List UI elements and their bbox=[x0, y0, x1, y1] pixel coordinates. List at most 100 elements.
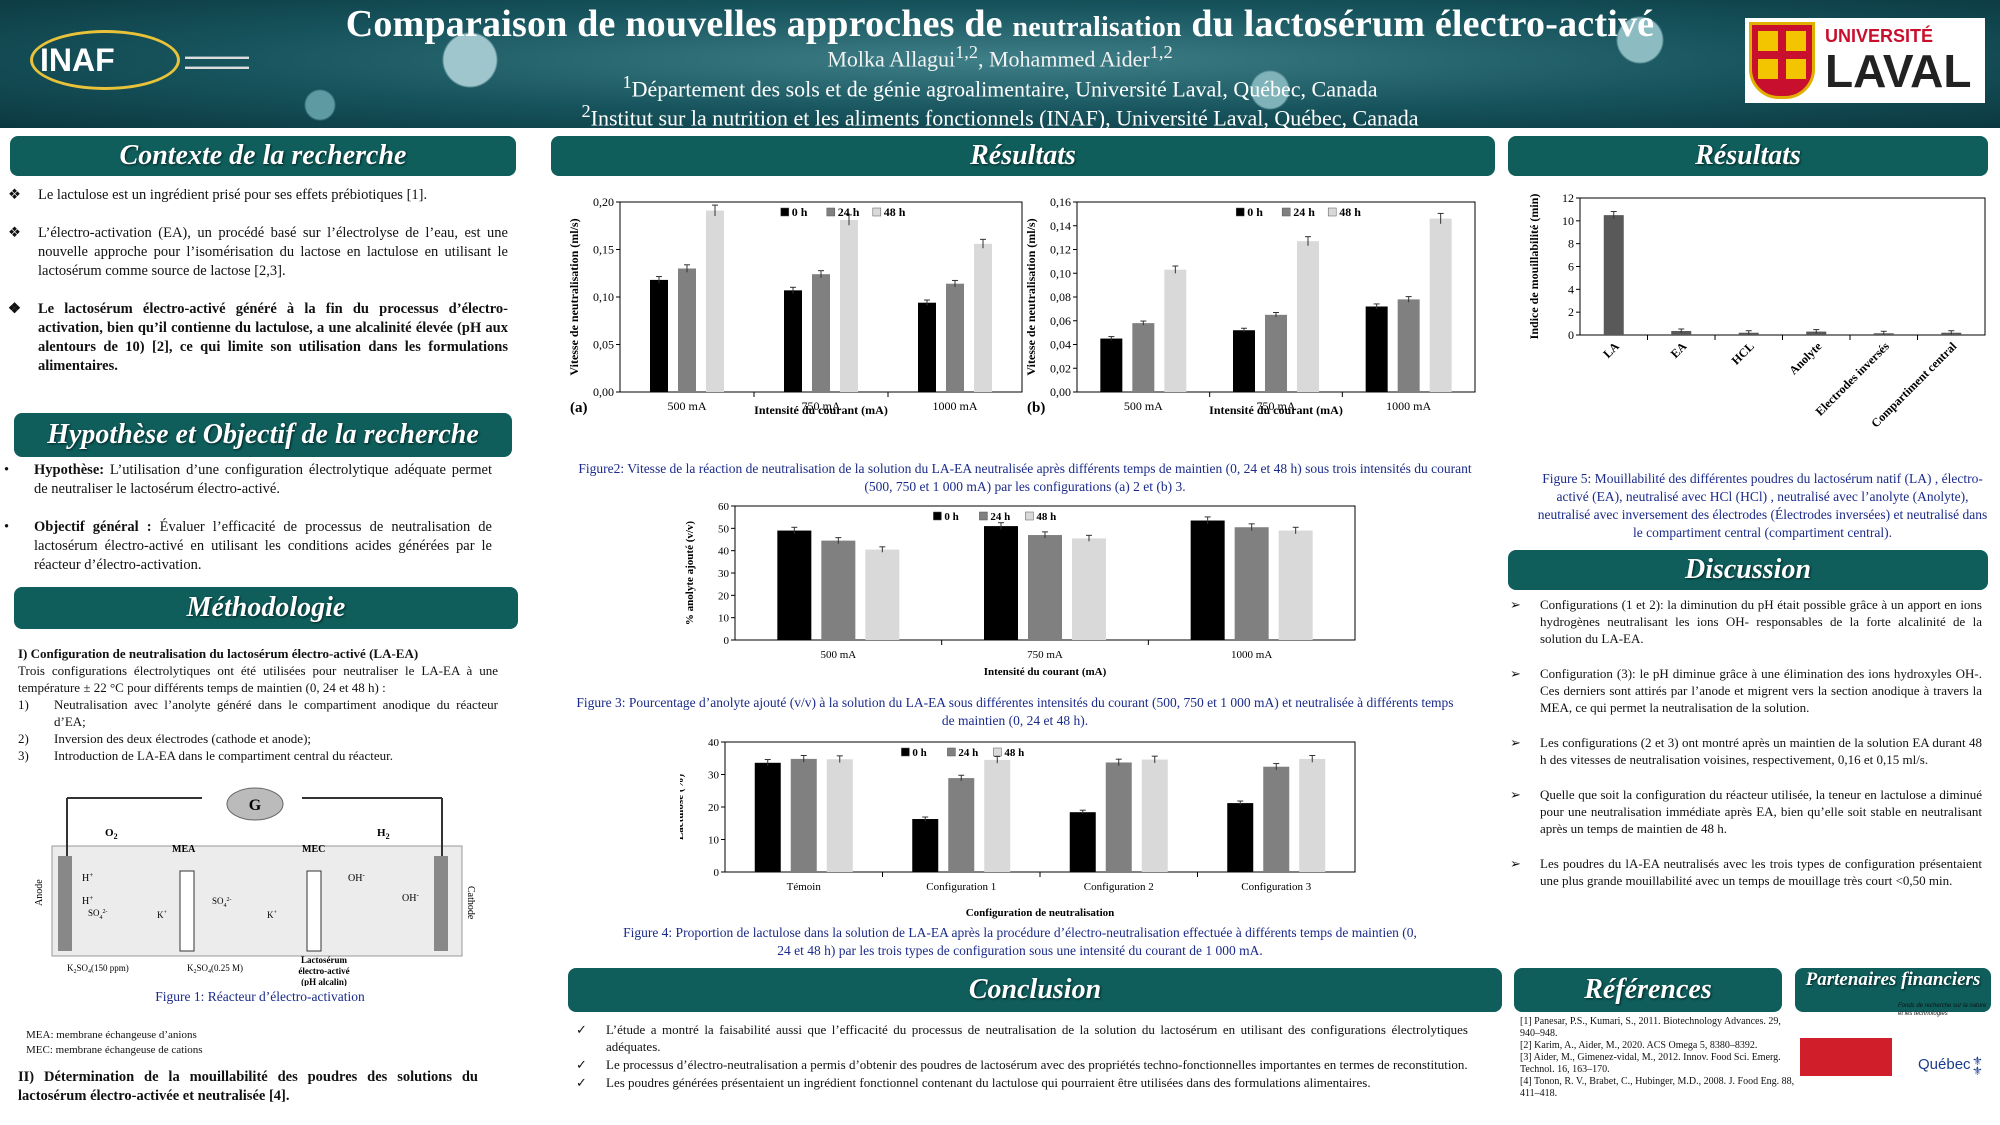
arrow-bullet-icon: ➢ bbox=[1510, 666, 1521, 681]
legend-swatch bbox=[993, 747, 1002, 757]
y-tick-label: 12 bbox=[1562, 191, 1574, 205]
x-tick-label: Anolyte bbox=[1786, 339, 1825, 378]
contexte-heading: Contexte de la recherche bbox=[10, 136, 516, 176]
figure3-chart: 0 10 20 30 40 50 60 % anolyte ajouté (v/v) 500 m… bbox=[684, 501, 1356, 678]
lactoserum-label-2: électro-activé bbox=[298, 966, 349, 976]
anode-electrode bbox=[58, 856, 72, 951]
methodologie-intro: Trois configurations électrolytiques ont… bbox=[18, 663, 498, 695]
hplus-label: H+ bbox=[82, 871, 93, 884]
resultats-heading-2: Résultats bbox=[1508, 136, 1988, 176]
discussion-item: ➢ Configuration (3): le pH diminue grâce … bbox=[1510, 666, 1982, 715]
methodologie-subtitle-1: I) Configuration de neutralisation du la… bbox=[18, 646, 419, 661]
discussion-list: ➢ Configurations (1 et 2): la diminution … bbox=[1510, 596, 1982, 889]
legend-label: 0 h bbox=[912, 747, 926, 759]
quebec-logo-text: Québec bbox=[1918, 1056, 1971, 1073]
check-icon: ✓ bbox=[576, 1057, 587, 1072]
fleur-de-lys-icon: ⚜ ⚜ bbox=[1972, 1054, 1983, 1078]
y-axis-label: Vitesse de neutralisation (ml/s) bbox=[567, 218, 581, 375]
bar bbox=[1227, 803, 1254, 872]
conclusion-item: ✓ Les poudres générées présentaient un in… bbox=[576, 1075, 1371, 1090]
inaf-logo-ring bbox=[30, 30, 180, 90]
x-tick-label: Témoin bbox=[787, 881, 822, 893]
legend-swatch bbox=[979, 511, 988, 521]
y-tick-label: 20 bbox=[708, 802, 720, 814]
legend-label: 0 h bbox=[792, 205, 808, 219]
inaf-logo: INAF ▬▬▬▬▬▬▬▬ ▬▬▬▬▬▬▬▬ bbox=[30, 30, 300, 94]
bar bbox=[706, 210, 724, 392]
x-tick-label: 750 mA bbox=[1027, 649, 1063, 661]
discussion-item: ➢ Les poudres du lA-EA neutralisés avec … bbox=[1510, 856, 1982, 888]
discussion-item: ➢ Les configurations (2 et 3) ont montré … bbox=[1510, 735, 1982, 767]
methodologie-item: 3) Introduction de LA-EA dans le comparti… bbox=[18, 748, 393, 763]
figure2-caption: Figure2: Vitesse de la réaction de neutr… bbox=[578, 461, 1472, 494]
legend-swatch bbox=[1327, 207, 1337, 217]
y-tick-label: 10 bbox=[708, 835, 720, 847]
resultats-heading: Résultats bbox=[551, 136, 1495, 176]
figure5-caption: Figure 5: Mouillabilité des différentes … bbox=[1537, 471, 1988, 540]
logo-laval-text: LAVAL bbox=[1825, 45, 1972, 97]
figure4-chart: 0 10 20 30 40 Lactulose (%) Témoin Configuratio… bbox=[680, 737, 1356, 919]
bar bbox=[948, 778, 975, 872]
bar bbox=[1028, 535, 1062, 640]
check-icon: ✓ bbox=[576, 1075, 587, 1090]
y-tick-label: 30 bbox=[718, 568, 730, 580]
arrow-bullet-icon: ➢ bbox=[1510, 787, 1521, 802]
figure3-caption: Figure 3: Pourcentage d’anolyte ajouté (… bbox=[576, 695, 1454, 728]
legend-label: 0 h bbox=[944, 511, 958, 523]
mec-membrane bbox=[306, 870, 322, 952]
x-tick-label: Configuration 2 bbox=[1084, 881, 1154, 893]
reference-item: [1] Panesar, P.S., Kumari, S., 2011. Bio… bbox=[1520, 1016, 1781, 1039]
reactor-diagram: G Anode Cathode MEA MEC O2 H2 H+ H+ SO42… bbox=[34, 787, 476, 986]
bar bbox=[777, 530, 812, 640]
legend-label: 24 h bbox=[838, 205, 860, 219]
hypothese-list: • Hypothèse: L’utilisation d’une configur… bbox=[4, 461, 492, 594]
bar bbox=[1299, 758, 1326, 872]
y-tick-label: 0 bbox=[714, 867, 720, 879]
laval-shield-icon bbox=[1749, 22, 1815, 99]
bar bbox=[1263, 766, 1290, 872]
legend-label: 48 h bbox=[1036, 511, 1056, 523]
y-axis-label: Indice de mouillabilité (min) bbox=[1530, 194, 1541, 340]
x-tick-label: 750 mA bbox=[802, 399, 841, 413]
legend-swatch bbox=[901, 747, 910, 757]
y-tick-label: 8 bbox=[1568, 237, 1574, 251]
title-part-a: Comparaison de nouvelles approches de bbox=[345, 3, 1013, 45]
hypothese-heading: Hypothèse et Objectif de la recherche bbox=[14, 413, 512, 457]
discussion-item: ➢ Configurations (1 et 2): la diminution … bbox=[1510, 597, 1982, 646]
x-tick-label: 500 mA bbox=[668, 399, 707, 413]
contexte-item: ❖ Le lactulose est un ingrédient prisé po… bbox=[8, 187, 428, 203]
bar bbox=[650, 279, 668, 392]
bullet-icon: • bbox=[4, 462, 10, 478]
inaf-logo-subtext: ▬▬▬▬▬▬▬▬ ▬▬▬▬▬▬▬▬ bbox=[185, 52, 249, 71]
x-tick-label: Electrodes inversés bbox=[1813, 339, 1892, 418]
y-tick-label: 0,16 bbox=[1050, 195, 1071, 209]
bar bbox=[1105, 762, 1132, 872]
y-tick-label: 0,04 bbox=[1050, 338, 1071, 352]
figure2b-chart: 0,00 0,02 0,04 0,06 0,08 0,10 0,12 0,14 0,16 Vite… bbox=[1024, 195, 1476, 417]
lactoserum-label-3: (pH alcalin) bbox=[301, 977, 347, 986]
bar bbox=[1429, 218, 1452, 392]
diamond-bullet-icon: ❖ bbox=[8, 301, 21, 317]
bar bbox=[1397, 299, 1420, 392]
legend-swatch bbox=[1281, 207, 1291, 217]
kplus-label: K+ bbox=[267, 910, 278, 920]
y-tick-label: 40 bbox=[708, 737, 720, 749]
y-tick-label: 0 bbox=[1568, 328, 1574, 342]
bullet-icon: • bbox=[4, 519, 10, 535]
cathode-label: Cathode bbox=[465, 886, 476, 920]
x-tick-label: Configuration 1 bbox=[926, 881, 996, 893]
x-tick-label: 500 mA bbox=[1124, 399, 1163, 413]
x-axis-label: Intensité du courant (mA) bbox=[984, 666, 1107, 678]
bar bbox=[812, 274, 830, 392]
bar bbox=[1297, 241, 1319, 392]
y-tick-label: 0,15 bbox=[593, 243, 614, 257]
references-heading: Références bbox=[1514, 968, 1782, 1012]
generator-icon bbox=[226, 787, 284, 821]
y-tick-label: 6 bbox=[1568, 260, 1574, 274]
oh-label: OH- bbox=[348, 871, 365, 884]
y-tick-label: 0,00 bbox=[1050, 385, 1071, 399]
conclusion-item: ✓ L’étude a montré la faisabilité aussi q… bbox=[576, 1022, 1468, 1054]
plot-frame bbox=[724, 741, 1356, 873]
bar bbox=[754, 762, 781, 872]
